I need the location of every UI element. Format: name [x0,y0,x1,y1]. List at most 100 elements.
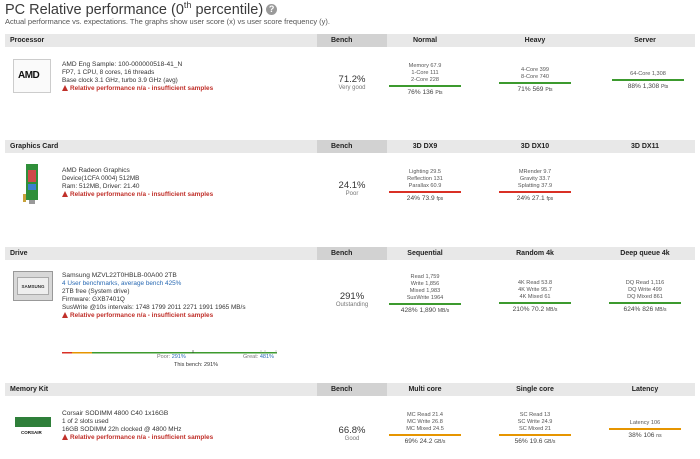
metric-line: Reflection 131 [407,176,443,182]
drive-name[interactable]: Samsung MZVL22T0HBLB-00A00 2TB [62,272,177,279]
metric-line: SusWrite 1964 [406,295,444,301]
metric-summary: 210% 70.2 MB/s [485,306,585,314]
graphics-bench-label: Poor [345,191,359,197]
latency-metric: Latency 106 38% 106 ns [595,420,695,440]
metric-line: DQ Read 1,116 [625,280,665,286]
metric-unit: fps [546,196,554,202]
metric-line: Memory 67.9 [408,63,442,69]
processor-spec-2: Base clock 3.1 GHz, turbo 3.9 GHz (avg) [62,77,178,84]
gpu-card-icon [23,164,41,204]
graphics-warning: Relative performance n/a - insufficient … [62,191,213,199]
hist-this-bench: This bench: 291% [174,362,219,368]
header-sequential[interactable]: Sequential [407,250,443,257]
header-latency[interactable]: Latency [631,386,659,393]
header-bench[interactable]: Bench [317,34,387,47]
metric-summary-value: 71% 569 [517,86,544,93]
header-bench[interactable]: Bench [317,383,387,396]
header-heavy[interactable]: Heavy [524,37,546,44]
header-single-core[interactable]: Single core [516,386,554,393]
sequential-metric: Read 1,759 Write 1,856 Mixed 1,983 SusWr… [375,274,475,315]
drive-bench: 291% Outstanding [317,291,387,308]
title-suffix: percentile) [191,1,264,18]
metric-line: Read 1,759 [410,274,440,280]
graphics-warning-text: Relative performance n/a - insufficient … [70,191,214,198]
metric-summary: 24% 73.9 fps [375,195,475,203]
processor-header: Processor Bench Normal Heavy Server [5,34,695,47]
processor-warning: Relative performance n/a - insufficient … [62,85,213,93]
amd-logo-image: AMD [13,59,51,93]
metric-bar [499,191,571,193]
deep-queue-metric: DQ Read 1,116 DQ Write 499 DQ Mixed 861 … [595,280,695,314]
hist-great: Great: 481% [243,354,274,360]
warning-icon [62,312,68,318]
metric-line: 4K Read 53.8 [517,280,553,286]
header-multi-core[interactable]: Multi core [408,386,442,393]
graphics-header: Graphics Card Bench 3D DX9 3D DX10 3D DX… [5,140,695,153]
metric-line: 2-Core 228 [411,77,439,83]
memory-name[interactable]: Corsair SODIMM 4800 C40 1x16GB [62,410,169,417]
processor-name[interactable]: AMD Eng Sample: 100-000000518-41_N [62,61,183,68]
hist-poor-value: 291% [171,354,186,360]
hist-great-label: Great: [243,354,259,360]
header-dx10[interactable]: 3D DX10 [520,143,550,150]
header-server[interactable]: Server [634,37,656,44]
corsair-logo: CORSAIR [21,430,42,435]
graphics-section: Graphics Card Bench 3D DX9 3D DX10 3D DX… [5,140,695,240]
drive-info: Samsung MZVL22T0HBLB-00A00 2TB 4 User be… [62,272,246,320]
page-header: PC Relative performance (0th percentile)… [0,0,700,30]
metric-line: Lighting 29.5 [408,169,442,175]
memory-bench-label: Good [344,436,360,442]
server-metric: 64-Core 1,308 88% 1,308 Pts [598,71,698,91]
metric-bar [499,434,571,436]
header-deep-queue[interactable]: Deep queue 4k [620,250,670,257]
metric-summary-value: 210% 70.2 [512,306,545,313]
normal-metric: Memory 67.9 1-Core 111 2-Core 228 76% 13… [375,63,475,97]
drive-warning-text: Relative performance n/a - insufficient … [70,312,214,319]
metric-bar [609,302,681,304]
header-bench[interactable]: Bench [317,247,387,260]
memory-bench-pct: 66.8% [338,425,366,436]
processor-bench-pct: 71.2% [338,74,366,85]
header-random-4k[interactable]: Random 4k [516,250,554,257]
single-core-metric: SC Read 13 SC Write 24.9 SC Mixed 21 56%… [485,412,585,446]
warning-icon [62,191,68,197]
processor-spec-1: FP7, 1 CPU, 8 cores, 16 threads [62,69,155,76]
metric-unit: GB/s [544,439,556,445]
graphics-name[interactable]: AMD Radeon Graphics [62,167,130,174]
metric-summary: 428% 1,890 MB/s [375,307,475,315]
metric-summary-value: 38% 106 [628,432,655,439]
help-icon[interactable]: ? [266,3,278,15]
metric-unit: fps [436,196,444,202]
memory-warning-text: Relative performance n/a - insufficient … [70,434,214,441]
metric-line: Latency 106 [629,420,661,426]
metric-summary: 71% 569 Pts [485,86,585,94]
page-subtitle: Actual performance vs. expectations. The… [5,17,330,26]
metric-summary: 624% 826 MB/s [595,306,695,314]
graphics-spec-1: Device(1CFA 0004) 512MB [62,175,140,182]
hist-great-value: 481% [259,354,274,360]
metric-line: Parallax 60.9 [408,183,442,189]
header-bench[interactable]: Bench [317,140,387,153]
metric-line: DQ Mixed 861 [627,294,663,300]
metric-bar [389,303,461,305]
graphics-info: AMD Radeon Graphics Device(1CFA 0004) 51… [62,167,213,199]
header-normal[interactable]: Normal [412,37,438,44]
memory-spec-2: 16GB SODIMM 22h clocked @ 4800 MHz [62,426,182,433]
header-dx9[interactable]: 3D DX9 [412,143,438,150]
metric-bar [389,191,461,193]
memory-info: Corsair SODIMM 4800 C40 1x16GB 1 of 2 sl… [62,410,213,442]
metric-summary: 69% 24.2 GB/s [375,438,475,446]
metric-unit: Pts [661,84,669,90]
memory-spec-1: 1 of 2 slots used [62,418,109,425]
processor-bench-label: Very good [338,85,366,91]
drive-histogram: Poor: 291% Great: 481% This bench: 291% [57,341,292,380]
random-metric: 4K Read 53.8 4K Write 95.7 4K Mixed 61 2… [485,280,585,314]
metric-line: Mixed 1,983 [409,288,441,294]
metric-summary-value: 76% 136 [407,89,434,96]
metric-unit: ns [656,433,662,439]
drive-benchmarks-link[interactable]: 4 User benchmarks, average bench 425% [62,280,182,287]
drive-section: Drive Bench Sequential Random 4k Deep qu… [5,247,695,377]
header-dx11[interactable]: 3D DX11 [630,143,660,150]
header-component: Processor [10,37,45,44]
metric-summary: 56% 19.6 GB/s [485,438,585,446]
